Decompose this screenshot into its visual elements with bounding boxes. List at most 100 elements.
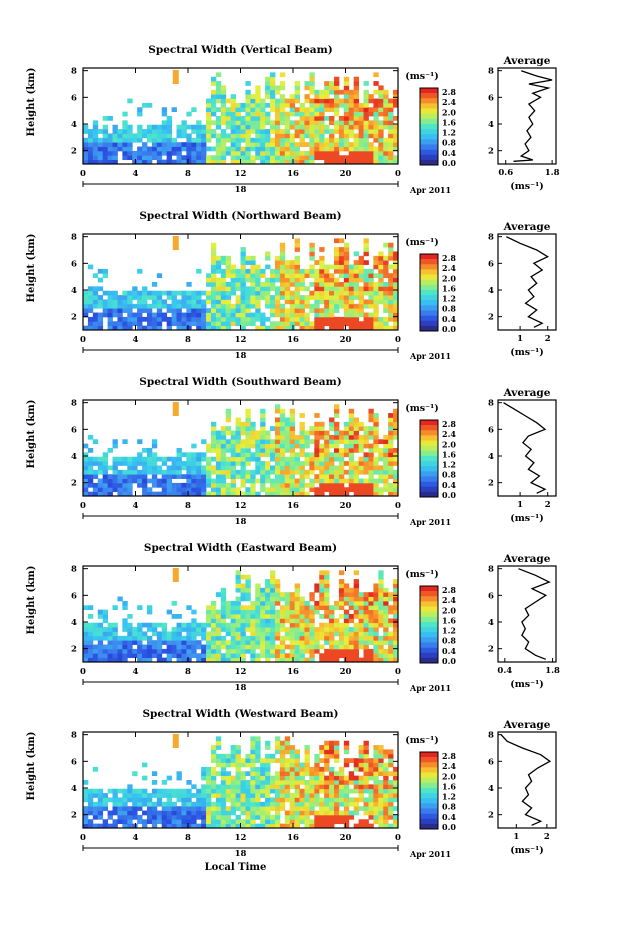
- heatmap-cell: [334, 648, 340, 654]
- heatmap-cell: [373, 631, 379, 637]
- heatmap-cell: [220, 469, 227, 475]
- heatmap-cell: [122, 487, 128, 493]
- heatmap-cell: [274, 465, 281, 471]
- heatmap-cell: [191, 819, 197, 825]
- heatmap-cell: [210, 308, 217, 313]
- heatmap-cell: [279, 596, 286, 602]
- heatmap-cell: [215, 806, 222, 811]
- heatmap-cell: [299, 299, 305, 305]
- heatmap-cell: [245, 286, 251, 292]
- heatmap-cell: [225, 260, 232, 265]
- heatmap-cell: [122, 788, 128, 794]
- average-y-tick-label: 8: [488, 731, 494, 741]
- heatmap-cell: [235, 640, 241, 645]
- heatmap-cell: [146, 321, 153, 327]
- heatmap-cell: [274, 600, 281, 606]
- colorbar-segment: [420, 123, 438, 130]
- panel-1: Spectral Width (Vertical Beam)0 4 8 12 16 20 0…: [26, 44, 560, 195]
- heatmap-cell: [97, 627, 104, 632]
- heatmap-cell: [87, 264, 94, 270]
- heatmap-cell: [324, 439, 330, 445]
- heatmap-cell: [107, 116, 113, 121]
- heatmap-cell: [230, 443, 236, 449]
- heatmap-cell: [279, 282, 286, 287]
- heatmap-cell: [215, 439, 222, 445]
- heatmap-cell: [343, 609, 350, 615]
- heatmap-cell: [314, 434, 320, 440]
- heatmap-cell: [265, 579, 271, 584]
- heatmap-cell: [250, 273, 256, 279]
- heatmap-cell: [368, 775, 374, 781]
- heatmap-cell: [210, 600, 217, 606]
- heatmap-cell: [102, 648, 109, 654]
- heatmap-cell: [97, 491, 104, 497]
- heatmap-cell: [201, 622, 207, 628]
- heatmap-cell: [210, 780, 217, 785]
- heatmap-cell: [373, 491, 379, 497]
- heatmap-cell: [329, 426, 335, 431]
- heatmap-cell: [156, 295, 163, 300]
- heatmap-cell: [265, 282, 271, 287]
- heatmap-cell: [338, 159, 345, 165]
- heatmap-cell: [378, 159, 384, 165]
- heatmap-cell: [215, 107, 222, 113]
- heatmap-cell: [151, 771, 158, 777]
- heatmap-cell: [146, 102, 153, 108]
- heatmap-cell: [284, 282, 291, 287]
- heatmap-cell: [373, 430, 379, 436]
- heatmap-cell: [314, 784, 320, 790]
- heatmap-cell: [378, 797, 384, 803]
- heatmap-cell: [255, 111, 261, 117]
- heatmap-cell: [309, 142, 315, 147]
- heatmap-cell: [255, 478, 261, 484]
- heatmap-cell: [304, 443, 310, 449]
- heatmap-cell: [334, 810, 340, 816]
- heatmap-cell: [294, 120, 300, 126]
- heatmap-cell: [191, 806, 197, 811]
- colorbar-segment: [420, 591, 438, 597]
- heatmap-cell: [220, 120, 227, 126]
- heatmap-cell: [373, 596, 379, 602]
- heatmap-cell: [289, 648, 296, 654]
- heatmap-cell: [255, 587, 261, 593]
- heatmap-cell: [206, 657, 212, 663]
- heatmap-cell: [245, 614, 251, 619]
- heatmap-cell: [373, 771, 379, 777]
- heatmap-cell: [225, 810, 232, 816]
- heatmap-cell: [260, 592, 266, 597]
- heatmap-cell: [206, 771, 212, 777]
- heatmap-cell: [393, 129, 399, 134]
- heatmap-cell: [107, 788, 113, 794]
- heatmap-cell: [215, 133, 222, 139]
- heatmap-cell: [245, 456, 251, 462]
- heatmap-cell: [383, 810, 389, 816]
- colorbar-tick-label: 2.8: [442, 253, 456, 263]
- heatmap-cell: [220, 116, 227, 121]
- heatmap-cell: [161, 120, 168, 126]
- heatmap-cell: [284, 264, 291, 270]
- heatmap-cell: [368, 474, 374, 479]
- colorbar-segment: [420, 787, 438, 794]
- heatmap-cell: [201, 465, 207, 471]
- colorbar-tick-label: 2.8: [442, 751, 456, 761]
- heatmap-cell: [319, 286, 325, 292]
- heatmap-cell: [196, 299, 202, 305]
- heatmap-cell: [235, 775, 241, 781]
- heatmap-cell: [215, 631, 222, 637]
- colorbar-tick-label: 0.4: [442, 480, 456, 490]
- heatmap-cell: [299, 413, 305, 418]
- heatmap-cell: [83, 155, 89, 161]
- heatmap-cell: [294, 605, 300, 611]
- heatmap-cell: [87, 465, 94, 471]
- average-y-tick-label: 4: [488, 618, 494, 628]
- heatmap-cell: [353, 107, 360, 113]
- heatmap-cell: [146, 806, 153, 811]
- heatmap-cell: [146, 290, 153, 296]
- heatmap-cell: [151, 469, 158, 475]
- heatmap-cell: [225, 430, 232, 436]
- heatmap-cell: [97, 277, 104, 283]
- heatmap-cell: [171, 644, 177, 650]
- heatmap-cell: [329, 286, 335, 292]
- heatmap-cell: [260, 452, 266, 458]
- heatmap-cell: [137, 478, 143, 484]
